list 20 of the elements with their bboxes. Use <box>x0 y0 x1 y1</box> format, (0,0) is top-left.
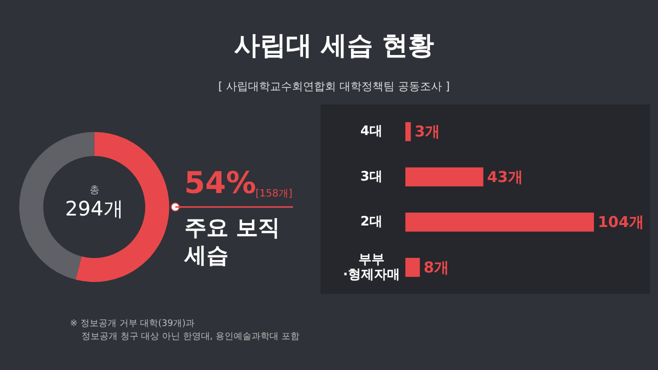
text: [ 사립대학교수회연합회 대학정책팀 공동조사 ] <box>218 79 450 95</box>
bar <box>405 212 594 232</box>
data-label: 104개 <box>598 212 644 231</box>
text: ※ 정보공개 거부 대학(39개)과 정보공개 청구 대상 아닌 한영대, 용인예술과학대 포함 <box>70 318 300 344</box>
y-tick-label: 3대 <box>360 169 382 184</box>
data-label: 8개 <box>424 258 450 276</box>
text: 294개 <box>65 196 124 220</box>
text: 주요 보직 세습 <box>183 216 280 268</box>
data-label: 43개 <box>487 168 523 186</box>
bar <box>405 167 484 186</box>
bar <box>405 258 420 277</box>
y-tick-label: 4대 <box>360 124 382 139</box>
y-tick-label: 2대 <box>360 214 382 230</box>
bar <box>405 122 411 141</box>
y-tick-label: 부부 ·형제자매 <box>342 252 400 282</box>
text: 사립대 세습 현황 <box>234 30 434 63</box>
text: [158개] <box>256 188 292 200</box>
data-label: 3개 <box>414 122 440 140</box>
text: 54% <box>184 166 256 201</box>
text: 총 <box>89 184 100 196</box>
